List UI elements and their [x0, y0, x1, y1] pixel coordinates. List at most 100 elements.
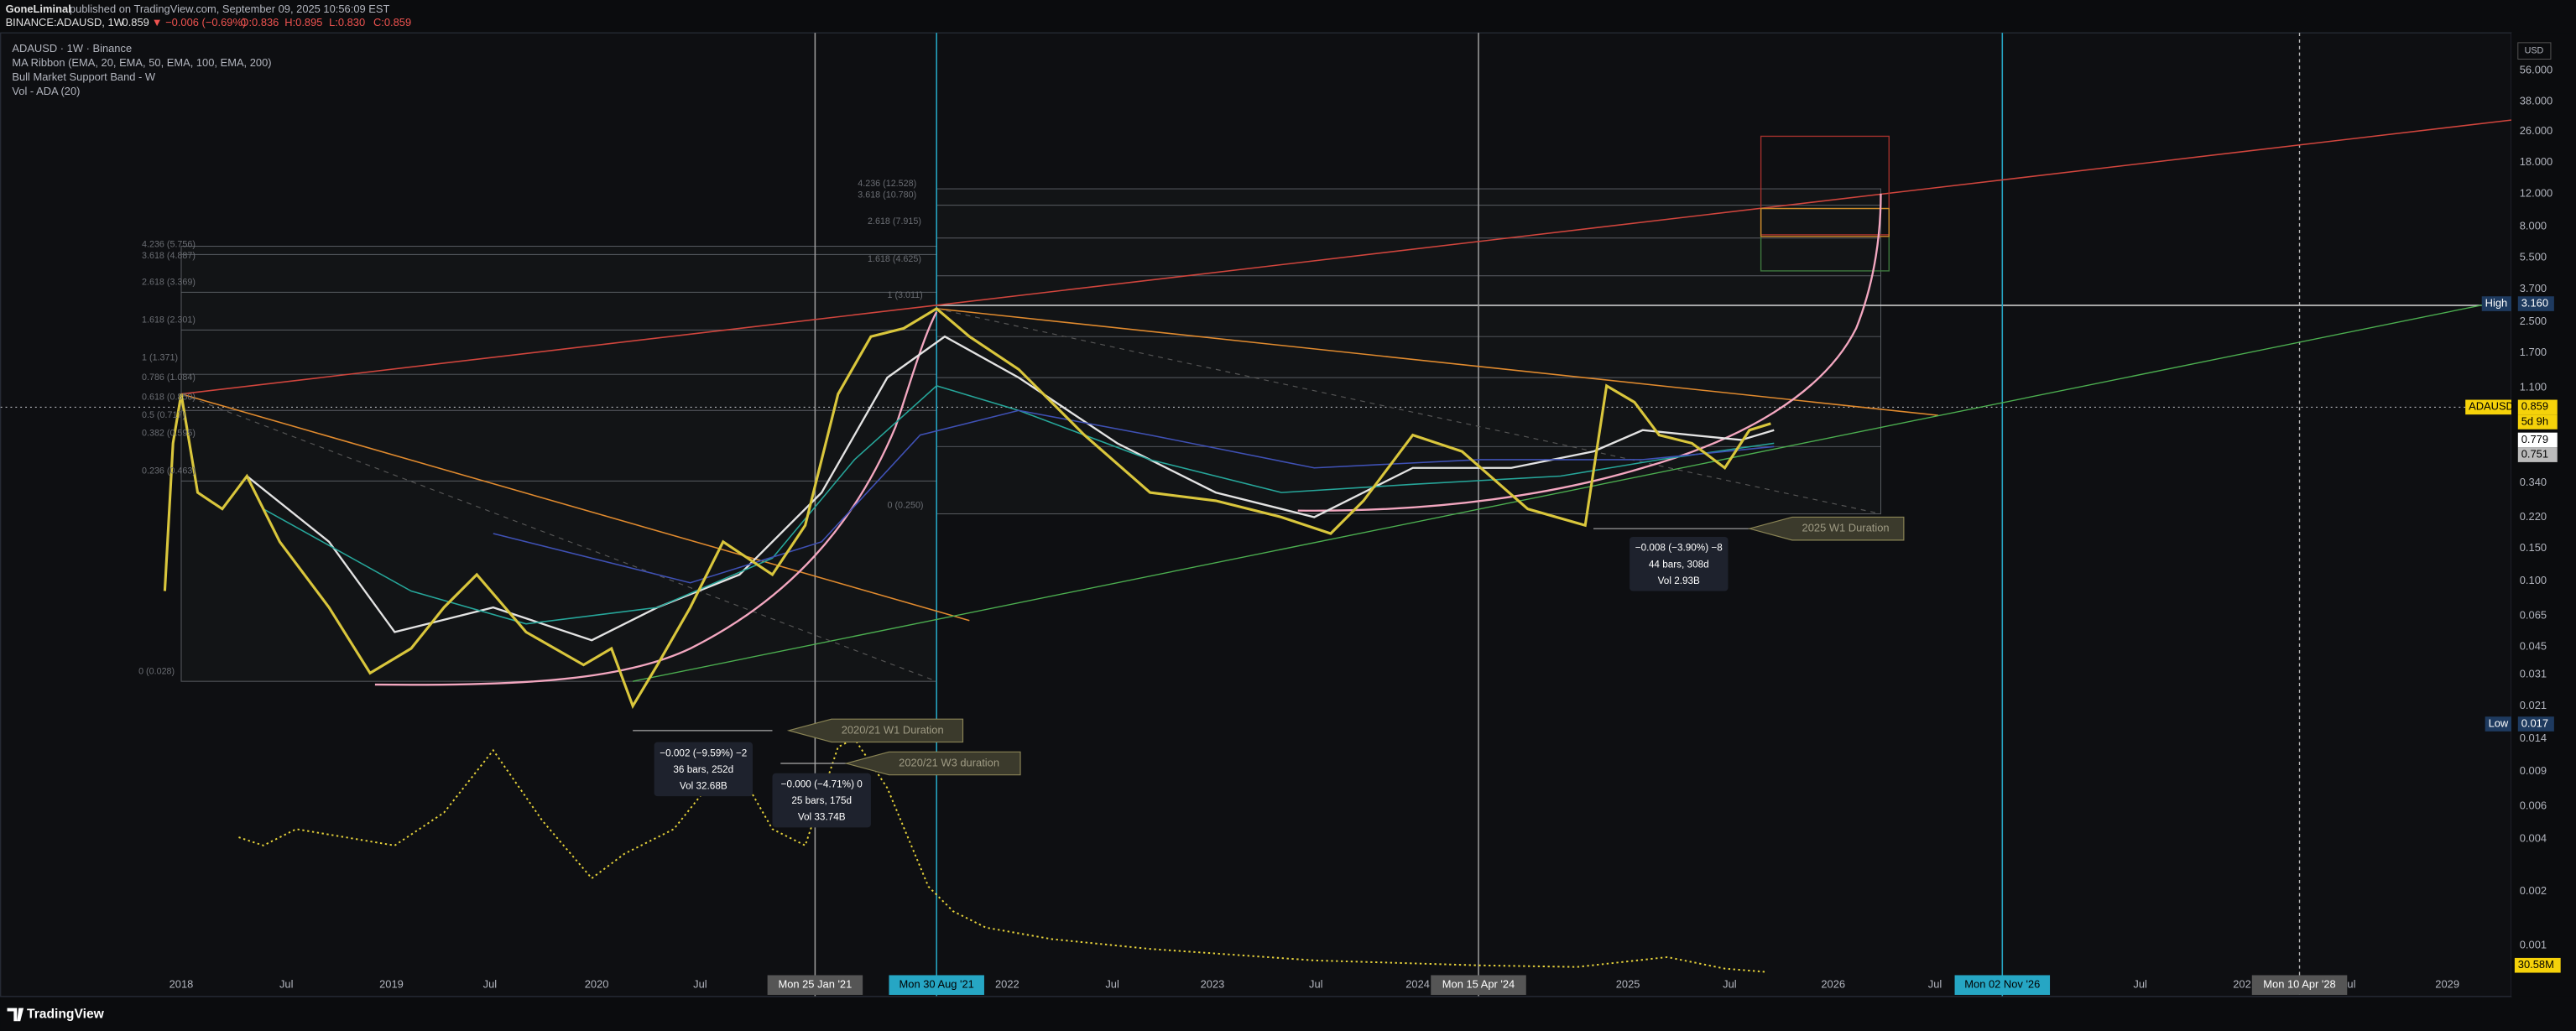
ma-line — [263, 385, 1775, 625]
fib-label: 1 (1.371) — [142, 352, 178, 362]
price-tick-label: 0.150 — [2520, 541, 2547, 554]
legend-item: MA Ribbon (EMA, 20, EMA, 50, EMA, 100, E… — [12, 56, 271, 69]
fib-label: 3.618 (4.887) — [142, 251, 196, 261]
fib-zone — [180, 246, 937, 682]
time-marker: Mon 02 Nov '26 — [1964, 978, 2040, 991]
price-tick-label: 56.000 — [2520, 64, 2553, 76]
legend-item: Bull Market Support Band - W — [12, 70, 156, 83]
annotation: 2025 W1 Duration — [1802, 522, 1890, 534]
low-label-box — [2485, 716, 2511, 732]
time-tick-label: Jul — [279, 978, 294, 991]
fib-label: 1 (3.011) — [887, 290, 922, 300]
price-tick-label: 0.002 — [2520, 884, 2547, 897]
time-marker-box — [767, 975, 863, 995]
arc — [1297, 193, 1882, 512]
measure-text: 44 bars, 308d — [1649, 559, 1709, 570]
low-value-box — [2517, 716, 2554, 732]
volume-value: 30.58M — [2518, 958, 2554, 971]
price-tick-label: 0.021 — [2520, 699, 2547, 711]
time-marker-box — [1431, 975, 1526, 995]
fib-label: 0.5 (0.717) — [142, 410, 185, 420]
time-tick-label: Jul — [2133, 978, 2147, 991]
price-tick-label: 2.500 — [2520, 315, 2547, 327]
price-tick-label: 18.000 — [2520, 155, 2553, 168]
price-tick-label: 1.700 — [2520, 346, 2547, 358]
volume-value-box — [2514, 957, 2561, 973]
low-label: Low — [2489, 716, 2509, 729]
high-label-box — [2481, 296, 2511, 311]
price-tick-label: 0.009 — [2520, 764, 2547, 777]
measure-text: 36 bars, 252d — [673, 764, 733, 775]
price-tick-label: 3.700 — [2520, 282, 2547, 294]
time-marker: Mon 25 Jan '21 — [778, 978, 852, 991]
low-value: 0.017 — [2521, 716, 2548, 729]
ma-value: 0.751 — [2521, 447, 2548, 460]
target-box — [1760, 135, 1890, 236]
currency: USD — [2525, 46, 2544, 56]
measure-text: −0.002 (−9.59%) −2 — [660, 747, 747, 758]
price-tick-label: 0.014 — [2520, 732, 2547, 744]
measure-box — [654, 742, 754, 797]
callout — [844, 751, 1021, 776]
brand: TradingView — [27, 1008, 105, 1022]
measure-text: −0.000 (−4.71%) 0 — [781, 779, 863, 790]
time-tick-label: 2020 — [585, 978, 609, 991]
fib-label: 4.236 (5.756) — [142, 239, 196, 249]
price-tick-label: 0.045 — [2520, 639, 2547, 652]
time-marker: Mon 30 Aug '21 — [900, 978, 974, 991]
ma-value: 0.779 — [2521, 433, 2548, 445]
price-tick-label: 12.000 — [2520, 186, 2553, 199]
time-tick-label: 2019 — [379, 978, 404, 991]
time-tick-label: 2022 — [995, 978, 1019, 991]
currency-box — [2517, 42, 2552, 60]
ohlc-high: H:0.895 — [284, 16, 322, 29]
callout — [1747, 516, 1905, 541]
legend-item: Vol - ADA (20) — [12, 85, 80, 97]
trend-line — [180, 393, 937, 682]
measure-box — [772, 773, 871, 828]
price-axis — [2511, 33, 2576, 997]
measure-text: 25 bars, 175d — [791, 795, 852, 806]
time-tick-label: Jul — [693, 978, 707, 991]
change: ▼ −0.006 (−0.69%) — [152, 16, 247, 29]
fib-label: 0 (0.028) — [138, 666, 175, 676]
legend-item: ADAUSD · 1W · Binance — [12, 42, 132, 55]
ma-value-box — [2517, 447, 2558, 462]
countdown-box — [2517, 414, 2558, 430]
fib-label: 1.618 (4.625) — [868, 254, 921, 264]
time-tick-label: Jul — [1105, 978, 1119, 991]
fib-label: 0.382 (0.595) — [142, 428, 196, 438]
time-tick-label: 2029 — [2435, 978, 2459, 991]
price-tick-label: 0.001 — [2520, 939, 2547, 951]
ma-value-box — [2517, 432, 2558, 448]
author: GoneLiminal — [6, 3, 71, 15]
price-tick-label: 5.500 — [2520, 251, 2547, 263]
price-tick-label: 38.000 — [2520, 95, 2553, 107]
time-marker-box — [889, 975, 984, 995]
symbol-label-box — [2465, 399, 2511, 415]
volume-line — [238, 737, 1766, 973]
price-tick-label: 26.000 — [2520, 124, 2553, 137]
trend-line — [180, 393, 970, 622]
time-marker: Mon 10 Apr '28 — [2263, 978, 2335, 991]
price-tick-label: 0.004 — [2520, 831, 2547, 844]
time-tick-label: Jul — [483, 978, 498, 991]
time-tick-label: 202 — [2233, 978, 2251, 991]
measure-text: Vol 32.68B — [680, 780, 727, 791]
time-tick-label: Jul — [1309, 978, 1323, 991]
measure-box — [1630, 536, 1729, 591]
fib-zone — [936, 188, 1881, 515]
price-tick-label: 0.006 — [2520, 799, 2547, 811]
measure-text: −0.008 (−3.90%) −8 — [1635, 543, 1723, 554]
high-label: High — [2485, 296, 2508, 309]
price-line — [163, 306, 1771, 710]
measure-text: Vol 2.93B — [1658, 575, 1700, 586]
ohlc-close: C:0.859 — [373, 16, 411, 29]
price: 0.859 — [123, 16, 149, 29]
last-price: 0.859 — [2521, 400, 2548, 413]
high-value: 3.160 — [2521, 296, 2548, 309]
time-marker-box — [1954, 975, 2051, 995]
price-tick-label: 8.000 — [2520, 219, 2547, 232]
last-price-box — [2517, 399, 2558, 415]
